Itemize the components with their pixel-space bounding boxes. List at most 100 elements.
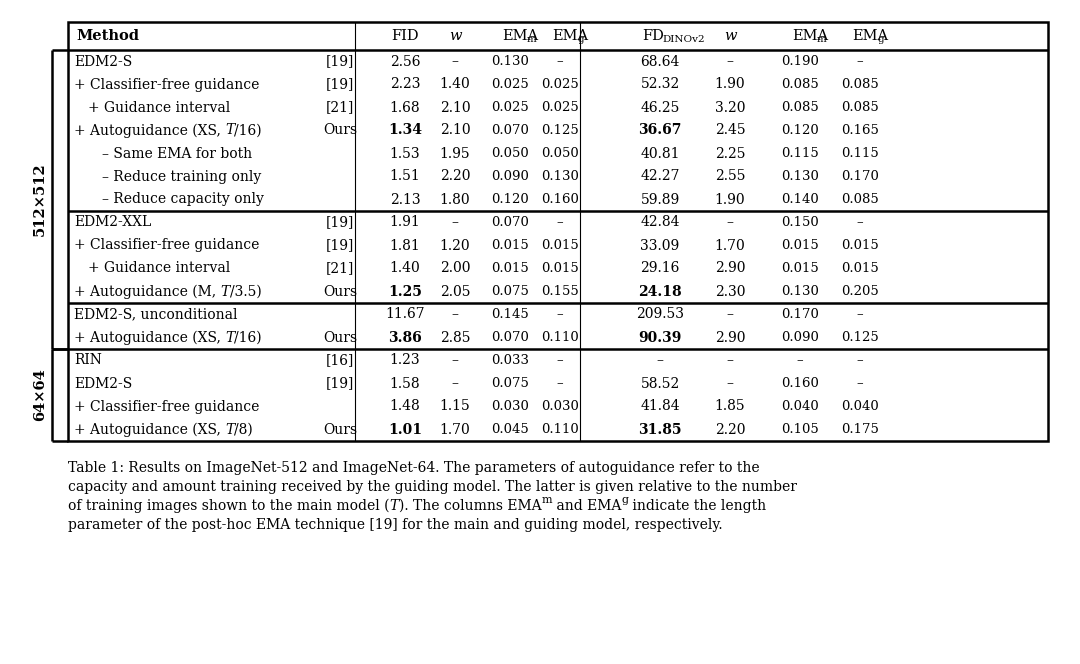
Text: 2.13: 2.13 [390,193,420,207]
Text: 33.09: 33.09 [640,238,679,252]
Text: – Same EMA for both: – Same EMA for both [102,147,252,161]
Text: 64×64: 64×64 [33,369,48,422]
Text: 0.205: 0.205 [841,285,879,298]
Text: parameter of the post-hoc EMA technique [19] for the main and guiding model, res: parameter of the post-hoc EMA technique … [68,518,723,532]
Text: 2.56: 2.56 [390,54,420,68]
Text: –: – [856,354,863,367]
Text: Ours: Ours [323,331,357,345]
Text: 1.34: 1.34 [388,124,422,137]
Text: 0.033: 0.033 [491,354,529,367]
Text: 0.030: 0.030 [491,400,529,413]
Text: –: – [657,353,663,367]
Text: T: T [390,499,399,513]
Text: 1.51: 1.51 [390,169,420,183]
Text: 1.70: 1.70 [440,422,471,436]
Bar [68,22,1048,441]
Text: 0.025: 0.025 [491,101,529,114]
Text: –: – [727,216,733,230]
Text: + Autoguidance (M,: + Autoguidance (M, [75,284,220,299]
Text: –: – [556,308,564,321]
Text: 1.40: 1.40 [440,78,471,92]
Text: 0.070: 0.070 [491,331,529,344]
Text: 0.015: 0.015 [781,239,819,252]
Text: EDM2-XXL: EDM2-XXL [75,216,151,230]
Text: 0.110: 0.110 [541,423,579,436]
Text: 1.90: 1.90 [715,78,745,92]
Text: g: g [577,35,583,44]
Text: 0.165: 0.165 [841,124,879,137]
Text: Ours: Ours [323,124,357,137]
Text: –: – [727,54,733,68]
Text: –: – [727,353,733,367]
Text: 512×512: 512×512 [33,163,48,236]
Text: 0.130: 0.130 [541,170,579,183]
Text: RIN: RIN [75,353,102,367]
Text: 0.160: 0.160 [781,377,819,390]
Text: FD: FD [642,29,664,43]
Text: 11.67: 11.67 [386,307,424,321]
Text: 24.18: 24.18 [638,284,681,299]
Text: and EMA: and EMA [552,499,621,513]
Text: 0.170: 0.170 [841,170,879,183]
Text: –: – [451,376,459,390]
Text: –: – [451,353,459,367]
Text: 0.175: 0.175 [841,423,879,436]
Text: 0.160: 0.160 [541,193,579,206]
Text: 0.070: 0.070 [491,216,529,229]
Text: + Classifier-free guidance: + Classifier-free guidance [75,238,259,252]
Text: EDM2-S: EDM2-S [75,376,132,390]
Text: 59.89: 59.89 [640,193,679,207]
Text: EMA: EMA [502,29,538,43]
Text: [19]: [19] [326,376,354,390]
Text: 41.84: 41.84 [640,400,679,414]
Text: –: – [556,216,564,229]
Text: 0.075: 0.075 [491,377,529,390]
Text: w: w [449,29,461,43]
Text: 0.120: 0.120 [781,124,819,137]
Text: 2.00: 2.00 [440,262,470,276]
Text: 1.81: 1.81 [390,238,420,252]
Text: DINOv2: DINOv2 [662,35,704,44]
Text: 1.85: 1.85 [715,400,745,414]
Text: 29.16: 29.16 [640,262,679,276]
Text: + Autoguidance (XS,: + Autoguidance (XS, [75,124,226,137]
Text: [21]: [21] [326,100,354,114]
Text: [19]: [19] [326,78,354,92]
Text: 0.015: 0.015 [541,262,579,275]
Text: 0.085: 0.085 [781,101,819,114]
Text: 2.10: 2.10 [440,124,470,137]
Text: 2.90: 2.90 [715,262,745,276]
Text: Ours: Ours [323,284,357,299]
Text: of training images shown to the main model (: of training images shown to the main mod… [68,499,390,513]
Text: 0.130: 0.130 [781,170,819,183]
Text: g: g [877,35,883,44]
Text: + Classifier-free guidance: + Classifier-free guidance [75,78,259,92]
Text: m: m [527,35,537,44]
Text: + Classifier-free guidance: + Classifier-free guidance [75,400,259,414]
Text: –: – [856,55,863,68]
Text: 1.23: 1.23 [390,353,420,367]
Text: –: – [856,377,863,390]
Text: EMA: EMA [792,29,828,43]
Text: 2.30: 2.30 [715,284,745,299]
Text: –: – [856,308,863,321]
Text: – Reduce capacity only: – Reduce capacity only [102,193,264,207]
Text: 2.25: 2.25 [715,147,745,161]
Text: /3.5): /3.5) [230,284,261,299]
Text: 2.90: 2.90 [715,331,745,345]
Text: 0.115: 0.115 [781,147,819,160]
Text: m: m [541,495,552,505]
Text: 0.025: 0.025 [491,78,529,91]
Text: 1.90: 1.90 [715,193,745,207]
Text: T: T [226,331,234,345]
Text: 2.45: 2.45 [715,124,745,137]
Text: + Autoguidance (XS,: + Autoguidance (XS, [75,422,226,437]
Text: [19]: [19] [326,216,354,230]
Text: 1.40: 1.40 [390,262,420,276]
Text: 0.085: 0.085 [841,193,879,206]
Text: 3.86: 3.86 [388,331,422,345]
Text: 0.015: 0.015 [491,239,529,252]
Text: 0.130: 0.130 [781,285,819,298]
Text: T: T [220,284,230,299]
Text: 2.20: 2.20 [715,422,745,436]
